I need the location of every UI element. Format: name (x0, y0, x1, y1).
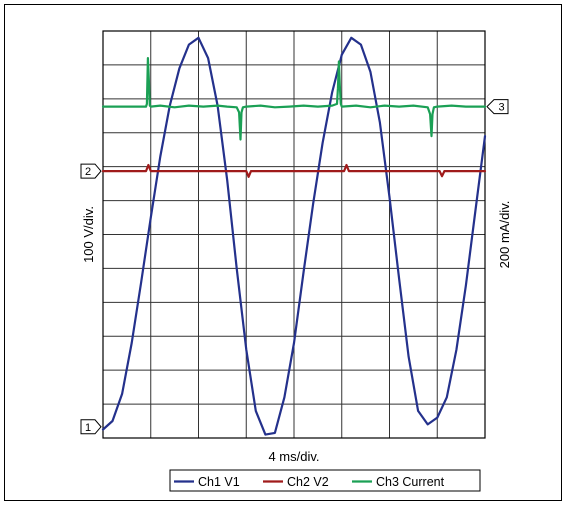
series-line-ch1 (101, 36, 487, 436)
channel-marker-3: 3 (486, 99, 509, 115)
channel-marker-tag (80, 163, 102, 179)
channel-marker-tag (80, 419, 102, 435)
plot-border (102, 30, 486, 439)
channel-marker-1: 1 (80, 419, 102, 435)
legend-label: Ch3 Current (376, 475, 445, 489)
legend-item: Ch2 V2 (263, 475, 329, 489)
series-layer (101, 36, 487, 436)
y-axis-label-left: 100 V/div. (81, 206, 96, 263)
channel-marker-label: 2 (85, 166, 91, 178)
channel-markers: 1 2 3 (80, 99, 509, 435)
series-line-ch3 (101, 56, 487, 141)
x-axis-label: 4 ms/div. (268, 449, 319, 464)
y-axis-label-right: 200 mA/div. (497, 201, 512, 269)
channel-marker-label: 1 (85, 422, 91, 434)
legend-label: Ch2 V2 (287, 475, 329, 489)
legend-item: Ch3 Current (352, 475, 445, 489)
channel-marker-2: 2 (80, 163, 102, 179)
legend-items: Ch1 V1 Ch2 V2 Ch3 Current (174, 475, 445, 489)
grid (103, 31, 485, 438)
legend-label: Ch1 V1 (198, 475, 240, 489)
legend-item: Ch1 V1 (174, 475, 240, 489)
channel-marker-tag (486, 99, 509, 115)
channel-marker-label: 3 (498, 102, 504, 114)
series-line-ch2 (101, 163, 487, 178)
legend-box (169, 469, 481, 492)
legend: Ch1 V1 Ch2 V2 Ch3 Current (169, 469, 481, 492)
